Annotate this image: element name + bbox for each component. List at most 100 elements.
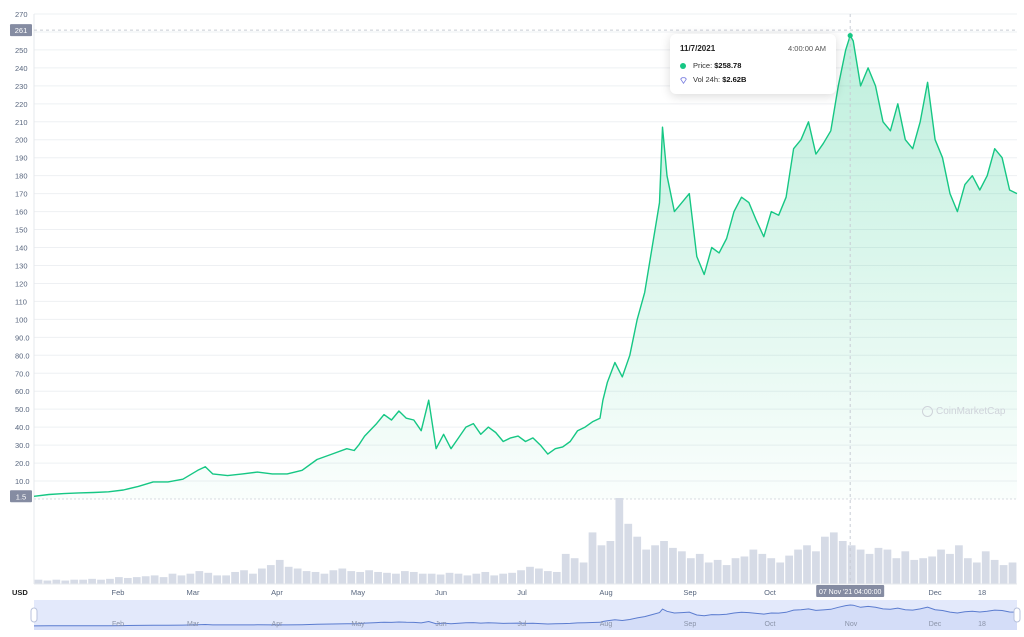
volume-bar — [570, 558, 579, 584]
volume-bar — [606, 541, 615, 584]
low-marker-label: 1.5 — [16, 492, 26, 501]
volume-bar — [642, 549, 651, 584]
x-tick-label: Jun — [435, 588, 447, 597]
price-dot-icon — [680, 63, 686, 70]
volume-bar — [132, 577, 141, 584]
low-marker-bg — [10, 490, 32, 503]
y-tick-label: 30.0 — [15, 441, 30, 450]
volume-bar — [70, 579, 79, 584]
y-tick-label: 120 — [15, 279, 28, 288]
crosshair-date-bg — [816, 585, 885, 597]
volume-bar — [776, 562, 785, 584]
hover-point — [847, 32, 853, 39]
y-tick-label: 110 — [15, 297, 27, 306]
volume-bar — [552, 571, 561, 584]
volume-bar — [338, 568, 347, 584]
x-tick-label: Sep — [683, 588, 696, 597]
navigator-tick-label: Apr — [272, 621, 284, 628]
volume-bar — [722, 565, 731, 584]
volume-bar — [88, 578, 96, 584]
navigator-tick-label: Dec — [929, 621, 942, 628]
volume-bar — [615, 498, 624, 584]
volume-bar — [704, 562, 713, 584]
volume-bar — [392, 573, 400, 584]
volume-bar — [660, 541, 668, 584]
volume-bar — [981, 551, 990, 584]
y-tick-label: 130 — [15, 261, 28, 270]
high-marker-bg — [10, 24, 32, 37]
navigator-handle[interactable] — [30, 607, 38, 623]
volume-bar — [928, 556, 936, 584]
volume-bar — [365, 570, 373, 584]
volume-bar — [749, 549, 758, 584]
axis-markers: 261 1.5 — [10, 24, 1017, 503]
volume-bar — [946, 553, 954, 584]
y-tick-label: 200 — [15, 136, 28, 145]
y-tick-label: 230 — [15, 82, 28, 91]
volume-bar — [713, 559, 722, 584]
y-tick-label: 270 — [15, 10, 28, 19]
volume-bar — [910, 559, 919, 584]
volume-bar — [597, 545, 606, 584]
volume-bar — [856, 549, 865, 584]
navigator-tick-label: Nov — [845, 621, 858, 628]
volume-bar — [150, 575, 159, 584]
volume-bar — [821, 536, 829, 584]
volume-bar — [490, 575, 499, 584]
y-tick-label: 50.0 — [15, 405, 30, 414]
price-line — [33, 34, 1018, 497]
volume-bar — [311, 571, 320, 584]
x-tick-label: Oct — [764, 588, 777, 597]
x-tick-label: Dec — [928, 588, 942, 597]
tooltip-price-row: Price: $258.78 — [680, 61, 741, 70]
navigator-handle[interactable] — [1013, 607, 1021, 623]
volume-bar — [195, 571, 204, 584]
volume-bar — [463, 575, 472, 584]
volume-bar — [141, 576, 150, 584]
tooltip-volume-row: Vol 24h: $2.62B — [680, 75, 746, 84]
volume-bar — [400, 571, 409, 584]
volume-bar — [624, 523, 633, 584]
y-tick-label: 60.0 — [15, 387, 30, 396]
volume-bar — [266, 565, 275, 584]
y-tick-label: 250 — [15, 46, 28, 55]
volume-bar — [249, 573, 257, 584]
tooltip-volume-value: $2.62B — [722, 75, 747, 84]
volume-bar — [740, 556, 749, 584]
volume-bar — [213, 575, 222, 584]
volume-bar — [847, 545, 856, 584]
volume-bar — [1008, 562, 1017, 584]
volume-bar — [526, 566, 534, 584]
navigator-tick-label: 18 — [978, 621, 986, 628]
volume-bar — [275, 559, 284, 584]
volume-bar — [803, 545, 811, 584]
volume-bar — [561, 553, 570, 584]
price-area — [33, 34, 1018, 499]
volume-bar — [445, 572, 454, 584]
tooltip-price-value: $258.78 — [714, 61, 742, 70]
x-tick-label: May — [351, 588, 365, 597]
volume-bar — [329, 570, 338, 584]
volume-bar — [409, 571, 418, 584]
navigator-tick-label: Sep — [684, 621, 697, 628]
volume-bar — [955, 545, 963, 584]
volume-bar — [52, 579, 61, 584]
y-tick-label: 240 — [15, 64, 28, 73]
navigator-tick-label: Mar — [187, 621, 200, 628]
y-tick-label: 10.0 — [15, 477, 30, 486]
range-navigator[interactable]: Feb Mar Apr May Jun Jul Aug Sep Oct Nov Dec 18 — [30, 600, 1021, 630]
volume-bar — [794, 549, 802, 584]
volume-bar — [320, 573, 329, 584]
volume-bar — [838, 541, 847, 584]
volume-bar — [588, 532, 597, 584]
volume-bar — [302, 571, 311, 584]
navigator-tick-label: Jun — [435, 621, 446, 628]
navigator-tick-label: Feb — [112, 621, 124, 628]
volume-bar — [517, 570, 525, 584]
volume-bar — [240, 570, 248, 584]
volume-bar — [695, 553, 704, 584]
volume-bar — [883, 549, 892, 584]
volume-bar — [812, 551, 820, 584]
y-tick-label: 80.0 — [15, 351, 30, 360]
